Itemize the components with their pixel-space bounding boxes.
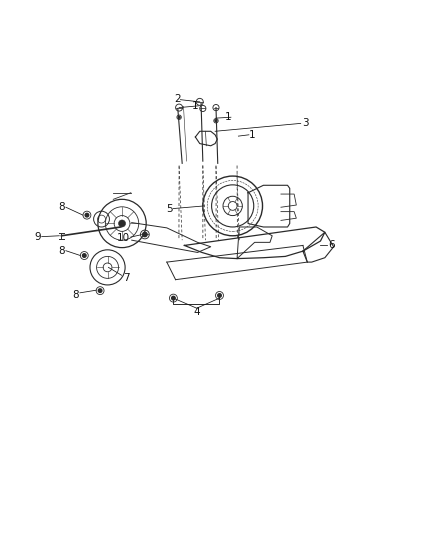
Text: 5: 5	[165, 204, 172, 214]
Circle shape	[118, 220, 125, 227]
Circle shape	[82, 254, 86, 257]
Text: 4: 4	[193, 306, 200, 317]
Text: 1: 1	[191, 101, 198, 111]
Text: 1: 1	[224, 112, 231, 122]
Text: 3: 3	[301, 118, 308, 128]
Text: 2: 2	[174, 94, 181, 104]
Text: 6: 6	[327, 240, 334, 251]
Text: 7: 7	[122, 273, 129, 283]
Circle shape	[178, 116, 180, 118]
Text: 8: 8	[72, 289, 79, 300]
Circle shape	[215, 120, 216, 122]
Text: 8: 8	[58, 246, 65, 256]
Circle shape	[142, 232, 147, 237]
Circle shape	[85, 213, 88, 217]
Circle shape	[217, 294, 221, 297]
Circle shape	[171, 296, 175, 300]
Text: 9: 9	[34, 232, 41, 241]
Text: 10: 10	[116, 233, 129, 243]
Text: 8: 8	[58, 202, 65, 212]
Circle shape	[98, 289, 102, 293]
Text: 1: 1	[248, 130, 255, 140]
